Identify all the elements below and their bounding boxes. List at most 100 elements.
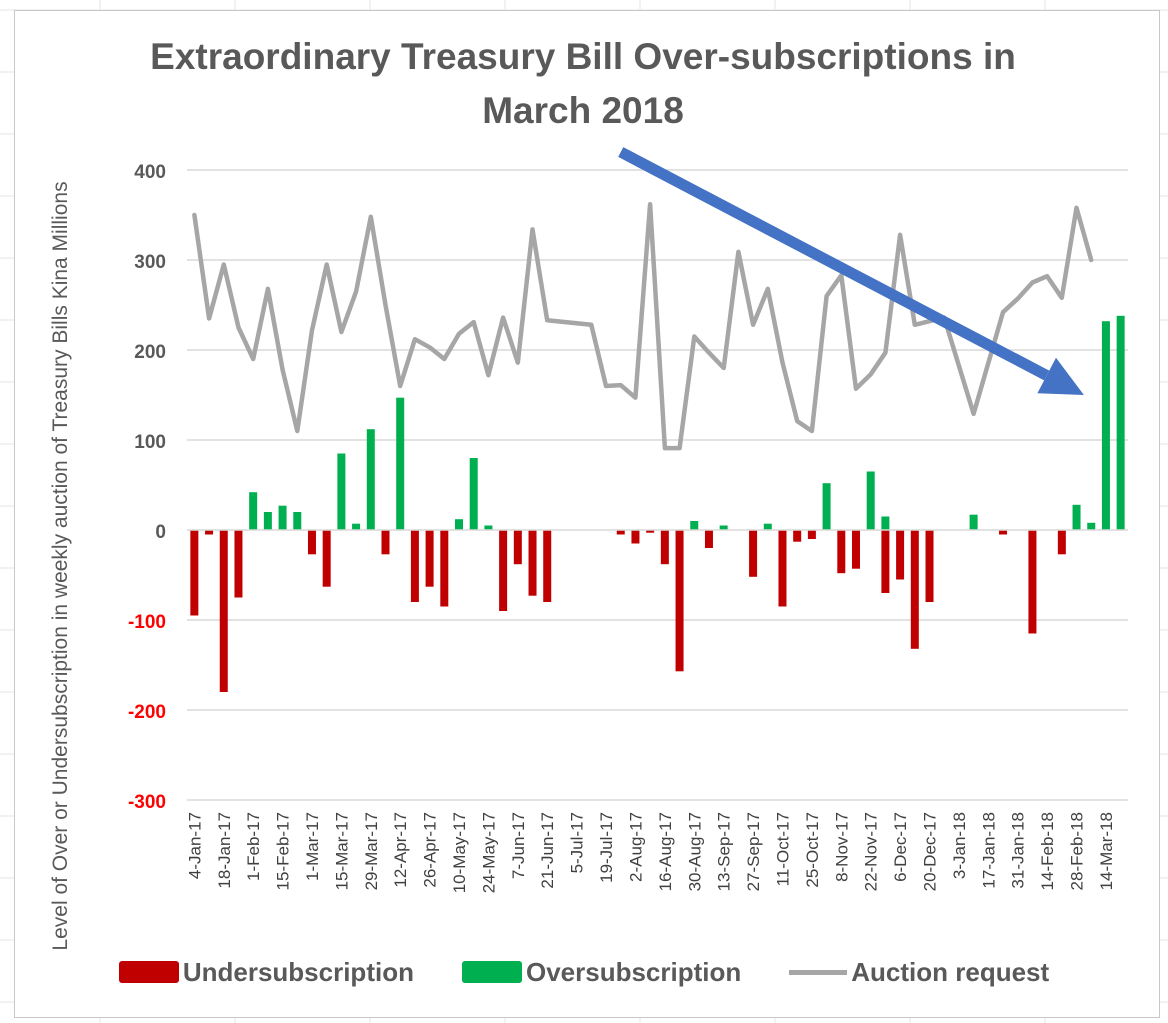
x-tick-label: 27-Sep-17 [744, 812, 763, 891]
undersubscription-bar [704, 530, 713, 548]
legend-label-undersubscription: Undersubscription [182, 956, 414, 987]
legend-item-auction-request[interactable]: Auction request [789, 957, 1049, 988]
x-tick-label: 7-Jun-17 [509, 812, 528, 879]
chart-title: Extraordinary Treasury Bill Over-subscri… [150, 36, 1016, 131]
x-tick-label: 25-Oct-17 [803, 812, 822, 888]
x-tick-label: 14-Feb-18 [1038, 812, 1057, 890]
auction-request-series [192, 201, 1094, 451]
x-tick-labels: 4-Jan-17 18-Jan-17 1-Feb-17 15-Feb-17 1-Mar-… [185, 812, 1116, 893]
y-tick-label: 0 [155, 522, 166, 543]
auction-request-line [192, 201, 1094, 451]
oversubscription-bar [337, 453, 346, 530]
oversubscription-bar [293, 512, 302, 530]
x-tick-label: 15-Feb-17 [274, 812, 293, 890]
oversubscription-bar [763, 523, 772, 530]
arrow-head [1037, 357, 1084, 395]
undersubscription-bar [749, 530, 758, 577]
undersubscription-bar [513, 530, 522, 565]
y-tick-label: -200 [128, 702, 166, 723]
undersubscription-bar [881, 530, 890, 593]
x-tick-label: 14-Mar-18 [1097, 812, 1116, 890]
x-tick-label: 12-Apr-17 [391, 812, 410, 888]
undersubscription-bar [205, 530, 214, 535]
x-tick-label: 3-Jan-18 [950, 812, 969, 879]
y-tick-label: 300 [134, 252, 166, 273]
x-tick-label: 26-Apr-17 [421, 812, 440, 888]
x-tick-label: 22-Nov-17 [862, 812, 881, 891]
y-tick-label: 100 [134, 432, 166, 453]
x-tick-label: 5-Jul-17 [568, 812, 587, 873]
oversubscription-bar [881, 516, 890, 530]
undersubscription-bar [807, 530, 816, 539]
oversubscription-bar [469, 458, 478, 530]
legend-item-undersubscription[interactable]: Undersubscription [118, 956, 414, 988]
x-tick-label: 19-Jul-17 [597, 812, 616, 883]
undersubscription-bar [851, 530, 860, 569]
x-tick-label: 8-Nov-17 [832, 812, 851, 882]
bars [190, 315, 1125, 692]
y-tick-labels: 400 300 200 100 0 -100 -200 -300 [128, 162, 166, 813]
oversubscription-bar [484, 525, 493, 530]
x-tick-label: 10-May-17 [450, 812, 469, 893]
x-tick-label: 21-Jun-17 [538, 812, 557, 889]
x-tick-label: 1-Feb-17 [244, 812, 263, 881]
y-tick-label: -300 [128, 792, 166, 813]
chart-area [14, 10, 1160, 1018]
x-tick-label: 2-Aug-17 [626, 812, 645, 882]
undersubscription-bar [896, 530, 905, 580]
x-tick-label: 13-Sep-17 [715, 812, 734, 891]
undersubscription-bar [307, 530, 316, 555]
undersubscription-bar [660, 530, 669, 565]
x-tick-label: 28-Feb-18 [1068, 812, 1087, 890]
x-tick-label: 16-Aug-17 [656, 812, 675, 891]
x-tick-label: 1-Mar-17 [303, 812, 322, 881]
undersubscription-bar [616, 530, 625, 535]
legend-swatch-undersubscription [118, 961, 179, 983]
undersubscription-bar [381, 530, 390, 555]
undersubscription-bar [499, 530, 508, 611]
undersubscription-bar [425, 530, 434, 587]
oversubscription-bar [263, 512, 272, 530]
x-tick-label: 20-Dec-17 [921, 812, 940, 891]
x-tick-label: 30-Aug-17 [685, 812, 704, 891]
oversubscription-bar [1101, 321, 1110, 530]
undersubscription-bar [675, 530, 684, 672]
x-tick-label: 17-Jan-18 [979, 812, 998, 889]
oversubscription-bar [969, 514, 978, 530]
legend-item-oversubscription[interactable]: Oversubscription [461, 956, 742, 988]
x-tick-label: 29-Mar-17 [362, 812, 381, 890]
oversubscription-bar [690, 521, 699, 530]
oversubscription-bar [352, 523, 361, 530]
x-tick-label: 18-Jan-17 [215, 812, 234, 889]
x-tick-label: 4-Jan-17 [185, 812, 204, 879]
oversubscription-bar [1116, 315, 1125, 530]
undersubscription-bar [234, 530, 243, 598]
legend: Undersubscription Oversubscription Aucti… [0, 952, 1168, 992]
undersubscription-bar [999, 530, 1008, 535]
x-tick-label: 31-Jan-18 [1009, 812, 1028, 889]
undersubscription-bar [543, 530, 552, 602]
legend-label-oversubscription: Oversubscription [525, 956, 742, 987]
legend-swatch-auction-request [789, 969, 848, 975]
undersubscription-bar [793, 530, 802, 542]
undersubscription-bar [440, 530, 449, 607]
oversubscription-bar [1087, 522, 1096, 530]
x-tick-label: 11-Oct-17 [773, 812, 792, 886]
oversubscription-bar [1072, 504, 1081, 530]
oversubscription-bar [866, 471, 875, 530]
x-tick-label: 6-Dec-17 [891, 812, 910, 882]
undersubscription-bar [910, 530, 919, 649]
undersubscription-bar [646, 530, 655, 533]
y-tick-label: 400 [134, 162, 166, 183]
y-tick-label: 200 [134, 342, 166, 363]
y-tick-label: -100 [128, 612, 166, 633]
oversubscription-bar [822, 483, 831, 530]
oversubscription-bar [249, 492, 258, 530]
undersubscription-bar [837, 530, 846, 574]
oversubscription-bar [455, 519, 464, 530]
legend-swatch-oversubscription [461, 961, 522, 983]
undersubscription-bar [322, 530, 331, 587]
undersubscription-bar [925, 530, 934, 602]
undersubscription-bar [778, 530, 787, 607]
